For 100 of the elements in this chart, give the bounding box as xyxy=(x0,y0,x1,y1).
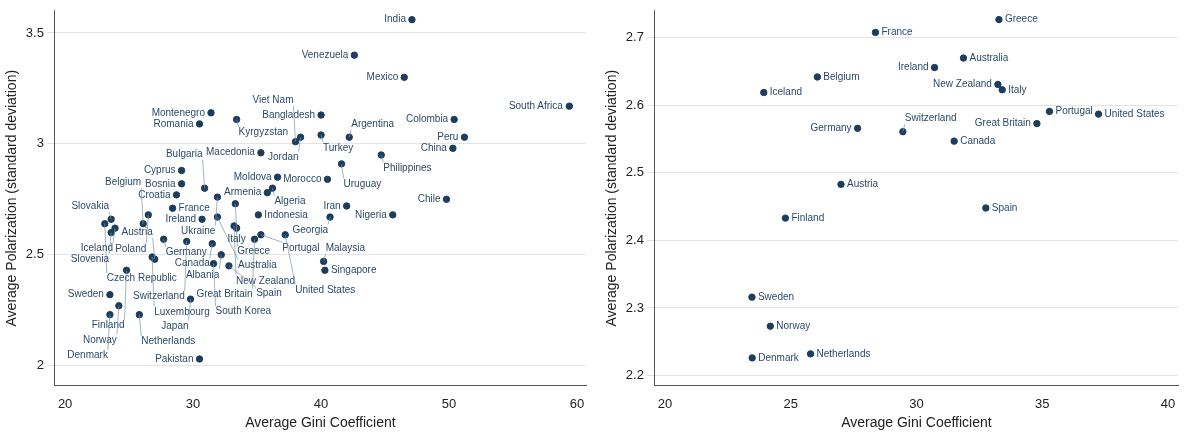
point xyxy=(760,88,768,97)
annotation: Georgia xyxy=(292,223,329,235)
annotation: Greece xyxy=(237,245,271,257)
point xyxy=(806,350,815,358)
y-tick-label: 3.5 xyxy=(25,24,44,40)
annotation: Bosnia xyxy=(145,177,177,189)
point xyxy=(766,322,775,330)
annotation: South Africa xyxy=(508,99,564,111)
annotation: Australia xyxy=(969,51,1009,63)
point xyxy=(781,214,790,222)
annotation: Norway xyxy=(776,319,811,331)
y-tick-label: 2.4 xyxy=(625,231,644,247)
annotation: Uruguay xyxy=(343,177,382,189)
point xyxy=(959,54,968,62)
annotation: Austria xyxy=(846,178,879,190)
annotation: Moldova xyxy=(233,170,272,182)
annotation: Italy xyxy=(227,232,246,244)
annotation: Jordan xyxy=(268,150,299,162)
annotation: Denmark xyxy=(758,351,800,363)
x-axis-title: Average Gini Coefficient xyxy=(245,414,396,431)
annotation: Cyprus xyxy=(143,164,176,176)
annotation: Bulgaria xyxy=(165,147,204,159)
point xyxy=(995,15,1003,24)
annotation: France xyxy=(178,201,211,213)
y-tick-label: 2 xyxy=(36,357,44,373)
point xyxy=(950,137,958,145)
x-tick-label: 40 xyxy=(313,395,329,411)
annotation: Luxembourg xyxy=(154,305,210,317)
y-tick-label: 2.5 xyxy=(625,164,644,180)
annotation: Switzerland xyxy=(904,112,957,124)
annotation: Romania xyxy=(153,117,194,129)
annotation: Japan xyxy=(161,319,189,331)
y-tick-label: 2.5 xyxy=(25,246,44,262)
y-tick-label: 2.2 xyxy=(625,367,644,383)
annotation: Viet Nam xyxy=(252,94,294,106)
annotation: Kyrgyzstan xyxy=(238,126,289,138)
x-tick-label: 20 xyxy=(57,395,73,411)
y-tick-label: 2.6 xyxy=(625,96,644,112)
annotation: Bangladesh xyxy=(262,108,316,120)
point xyxy=(1045,107,1054,116)
annotation: Chile xyxy=(417,193,441,205)
point xyxy=(748,354,756,362)
annotation: Finland xyxy=(91,319,125,331)
annotation: Iceland xyxy=(80,241,114,253)
annotation: Portugal xyxy=(1055,105,1093,117)
point xyxy=(1094,110,1103,118)
annotation: Finland xyxy=(791,211,825,223)
point xyxy=(871,28,880,37)
annotation: Greece xyxy=(1004,13,1039,25)
x-tick-label: 30 xyxy=(185,395,201,411)
y-axis-title: Average Polarization (standard deviation) xyxy=(603,69,620,327)
annotation: Pakistan xyxy=(155,352,194,364)
annotation: Philippines xyxy=(383,161,432,173)
annotation: Netherlands xyxy=(816,347,871,359)
x-tick-label: 60 xyxy=(569,395,585,411)
annotation: Switzerland xyxy=(133,290,185,302)
annotation: India xyxy=(384,13,407,25)
annotation: Croatia xyxy=(138,188,171,200)
annotation: Great Britain xyxy=(974,117,1031,129)
point xyxy=(982,204,990,212)
x-axis-title: Average Gini Coefficient xyxy=(841,414,992,431)
x-tick-label: 20 xyxy=(657,395,673,411)
annotation: Peru xyxy=(437,130,459,142)
x-tick-label: 40 xyxy=(1160,395,1176,411)
annotation: Macedonia xyxy=(206,146,256,158)
annotation: Iran xyxy=(323,199,341,211)
x-tick-label: 30 xyxy=(909,395,924,411)
annotation: Iceland xyxy=(769,86,803,98)
point xyxy=(853,124,862,133)
annotation: France xyxy=(881,26,913,38)
annotation: Spain xyxy=(256,286,282,298)
annotation: Montenegro xyxy=(151,106,206,118)
annotation: Belgium xyxy=(105,176,142,188)
annotation: Albania xyxy=(185,268,220,280)
annotation: Austria xyxy=(121,225,154,237)
annotation: Canada xyxy=(174,257,211,269)
y-axis-title: Average Polarization (standard deviation) xyxy=(3,69,20,327)
point xyxy=(837,180,845,189)
annotation: Canada xyxy=(960,134,996,146)
annotation: Belgium xyxy=(823,70,860,82)
annotation: Netherlands xyxy=(141,335,196,347)
annotation: United States xyxy=(1104,107,1165,119)
point xyxy=(998,86,1006,94)
point xyxy=(748,293,756,301)
annotation: Slovenia xyxy=(70,253,110,265)
annotation: Slovakia xyxy=(71,200,110,212)
annotation: New Zealand xyxy=(933,78,992,90)
annotation: Ireland xyxy=(165,213,197,225)
annotation: Norway xyxy=(82,333,117,345)
annotation: Mexico xyxy=(366,71,399,83)
annotation: Sweden xyxy=(67,288,104,300)
annotation: Germany xyxy=(165,245,207,257)
x-tick-label: 35 xyxy=(1034,395,1050,411)
annotation: Armenia xyxy=(224,186,262,198)
annotation: China xyxy=(420,142,448,154)
annotation: Venezuela xyxy=(301,48,349,60)
y-tick-label: 3 xyxy=(36,135,44,151)
annotation: Singapore xyxy=(330,264,377,276)
annotation: Poland xyxy=(115,242,147,254)
annotation: Malaysia xyxy=(325,242,366,254)
